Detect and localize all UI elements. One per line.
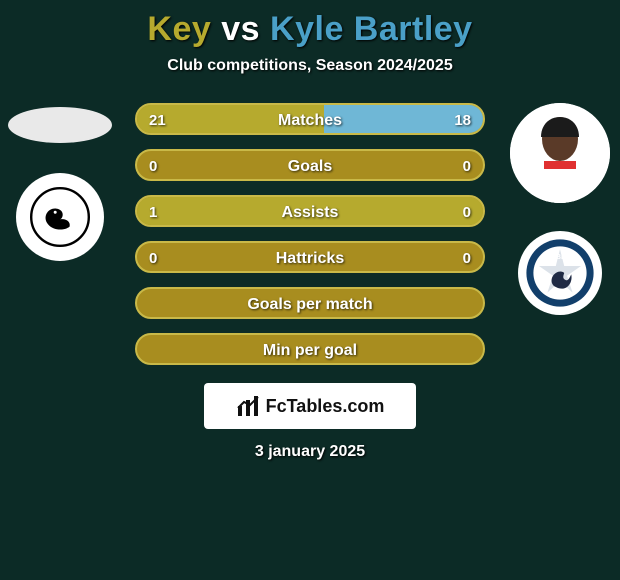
stat-label: Goals per match: [137, 289, 483, 319]
player-silhouette-icon: [510, 103, 610, 203]
branding-badge[interactable]: FcTables.com: [204, 383, 416, 429]
stat-value-left: 0: [149, 243, 157, 273]
stat-label: Goals: [137, 151, 483, 181]
title-right: Kyle Bartley: [270, 10, 473, 48]
stat-fill-left: [137, 105, 324, 133]
page-title: Key vs Kyle Bartley: [0, 0, 620, 49]
subtitle: Club competitions, Season 2024/2025: [0, 57, 620, 75]
branding-text: FcTables.com: [266, 396, 385, 417]
stat-row: Min per goal: [135, 333, 485, 365]
swansea-swan-icon: [30, 187, 90, 247]
stat-label: Hattricks: [137, 243, 483, 273]
stat-row: 2118Matches: [135, 103, 485, 135]
club-left-badge: [16, 173, 104, 261]
left-column: [0, 103, 120, 261]
stat-label: Min per goal: [137, 335, 483, 365]
title-vs: vs: [221, 10, 260, 48]
player-left-avatar: [8, 107, 112, 143]
fctables-logo-icon: [236, 394, 260, 418]
stat-value-left: 0: [149, 151, 157, 181]
player-right-avatar: [510, 103, 610, 203]
right-column: ALBION: [500, 103, 620, 315]
stat-row: 10Assists: [135, 195, 485, 227]
stat-row: 0 0Hattricks: [135, 241, 485, 273]
club-right-badge: ALBION: [518, 231, 602, 315]
date-label: 3 january 2025: [0, 443, 620, 461]
comparison-panel: ALBION 2118Matches00Goals10Assists00Hatt…: [0, 103, 620, 365]
svg-text:ALBION: ALBION: [547, 254, 574, 261]
stat-row: 0 0Goals: [135, 149, 485, 181]
stat-fill-right: [324, 105, 483, 133]
stat-value-right: 0: [463, 151, 471, 181]
albion-crest-icon: ALBION: [525, 238, 595, 308]
stat-bars: 2118Matches00Goals10Assists00HattricksGo…: [135, 103, 485, 365]
title-left: Key: [147, 10, 211, 48]
stat-value-right: 0: [463, 243, 471, 273]
stat-fill-left: [137, 197, 483, 225]
stat-row: Goals per match: [135, 287, 485, 319]
